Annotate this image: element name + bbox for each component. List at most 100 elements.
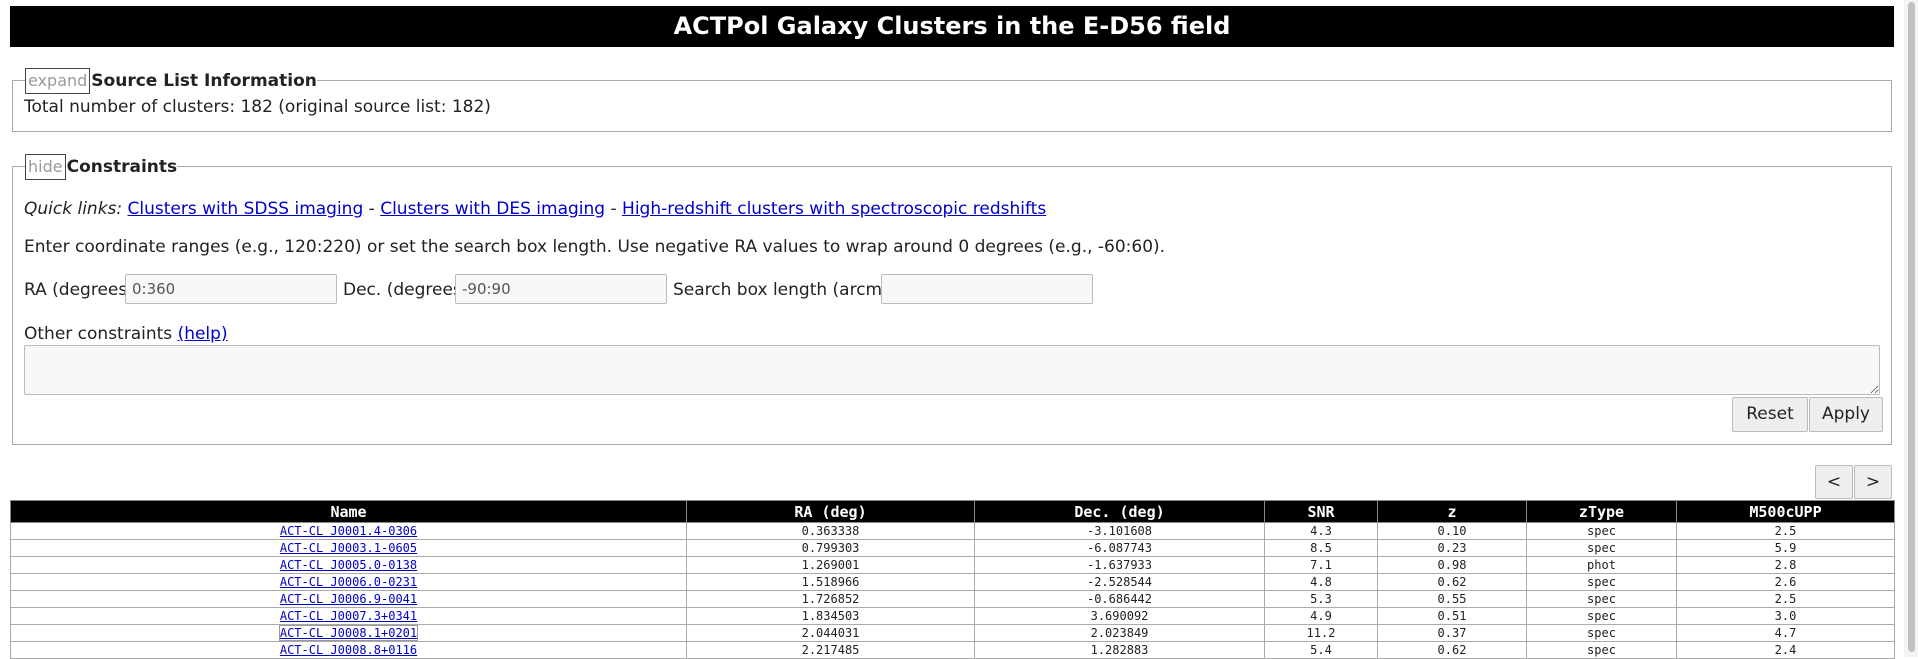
cell-ra: 1.834503: [686, 607, 975, 625]
other-constraints-row: Other constraints (help): [24, 324, 228, 344]
prev-page-button[interactable]: <: [1815, 465, 1853, 499]
cell-ztype: phot: [1526, 556, 1677, 574]
cell-ztype: spec: [1526, 573, 1677, 591]
cell-m500cupp: 2.6: [1676, 573, 1895, 591]
cluster-link[interactable]: ACT-CL J0005.0-0138: [279, 558, 418, 572]
cell-ra: 2.217485: [686, 641, 975, 659]
cell-dec: -0.686442: [974, 590, 1265, 608]
cell-ztype: spec: [1526, 624, 1677, 642]
cluster-link[interactable]: ACT-CL J0006.0-0231: [279, 575, 418, 589]
table-header-row: Name RA (deg) Dec. (deg) SNR z zType M50…: [10, 500, 1895, 523]
coordinate-instructions: Enter coordinate ranges (e.g., 120:220) …: [24, 237, 1166, 257]
constraints-heading: Constraints: [66, 157, 178, 177]
vertical-scrollbar[interactable]: [1904, 0, 1918, 657]
expand-button[interactable]: expand: [25, 68, 91, 94]
column-header-dec[interactable]: Dec. (deg): [974, 500, 1265, 523]
cell-name: ACT-CL J0003.1-0605: [10, 539, 687, 557]
quick-links: Quick links: Clusters with SDSS imaging …: [24, 199, 1046, 219]
cell-z: 0.55: [1377, 590, 1527, 608]
source-list-info-panel: expand Source List Information Total num…: [12, 68, 1892, 132]
cell-m500cupp: 2.5: [1676, 522, 1895, 540]
help-link[interactable]: (help): [177, 324, 228, 344]
cell-snr: 4.9: [1264, 607, 1378, 625]
cell-ra: 1.269001: [686, 556, 975, 574]
apply-button[interactable]: Apply: [1809, 397, 1883, 432]
table-row: ACT-CL J0007.3+0341 1.834503 3.690092 4.…: [10, 607, 1895, 625]
cell-snr: 11.2: [1264, 624, 1378, 642]
cell-snr: 4.8: [1264, 573, 1378, 591]
column-header-z[interactable]: z: [1377, 500, 1527, 523]
cell-z: 0.10: [1377, 522, 1527, 540]
column-header-ztype[interactable]: zType: [1526, 500, 1677, 523]
cell-name: ACT-CL J0007.3+0341: [10, 607, 687, 625]
cell-dec: -1.637933: [974, 556, 1265, 574]
cell-dec: -2.528544: [974, 573, 1265, 591]
link-separator: -: [605, 199, 623, 219]
cluster-link[interactable]: ACT-CL J0008.1+0201: [278, 625, 419, 641]
cell-z: 0.62: [1377, 573, 1527, 591]
cell-ra: 0.363338: [686, 522, 975, 540]
cell-ztype: spec: [1526, 522, 1677, 540]
next-page-button[interactable]: >: [1854, 465, 1892, 499]
high-redshift-link[interactable]: High-redshift clusters with spectroscopi…: [622, 199, 1047, 219]
cell-ra: 1.726852: [686, 590, 975, 608]
other-constraints-textarea[interactable]: [24, 345, 1880, 395]
cluster-link[interactable]: ACT-CL J0007.3+0341: [279, 609, 418, 623]
scrollbar-thumb[interactable]: [1908, 2, 1915, 652]
cell-z: 0.37: [1377, 624, 1527, 642]
cell-m500cupp: 2.8: [1676, 556, 1895, 574]
sdss-imaging-link[interactable]: Clusters with SDSS imaging: [127, 199, 364, 219]
cell-name: ACT-CL J0001.4-0306: [10, 522, 687, 540]
cell-name: ACT-CL J0006.0-0231: [10, 573, 687, 591]
cell-name: ACT-CL J0008.8+0116: [10, 641, 687, 659]
cell-dec: -6.087743: [974, 539, 1265, 557]
cell-snr: 8.5: [1264, 539, 1378, 557]
column-header-name[interactable]: Name: [10, 500, 687, 523]
cell-snr: 5.3: [1264, 590, 1378, 608]
page-title: ACTPol Galaxy Clusters in the E-D56 fiel…: [10, 6, 1894, 47]
cell-name: ACT-CL J0006.9-0041: [10, 590, 687, 608]
table-row: ACT-CL J0006.0-0231 1.518966 -2.528544 4…: [10, 573, 1895, 591]
des-imaging-link[interactable]: Clusters with DES imaging: [380, 199, 606, 219]
ra-label: RA (degrees): [24, 280, 134, 300]
hide-button[interactable]: hide: [25, 154, 66, 180]
cell-ztype: spec: [1526, 607, 1677, 625]
table-row: ACT-CL J0005.0-0138 1.269001 -1.637933 7…: [10, 556, 1895, 574]
cluster-link[interactable]: ACT-CL J0006.9-0041: [279, 592, 418, 606]
source-list-legend: expand Source List Information: [25, 68, 317, 94]
reset-button[interactable]: Reset: [1732, 397, 1808, 432]
link-separator: -: [363, 199, 381, 219]
cell-m500cupp: 5.9: [1676, 539, 1895, 557]
column-header-snr[interactable]: SNR: [1264, 500, 1378, 523]
constraints-panel: hide Constraints Quick links: Clusters w…: [12, 154, 1892, 445]
table-row: ACT-CL J0003.1-0605 0.799303 -6.087743 8…: [10, 539, 1895, 557]
cell-ra: 2.044031: [686, 624, 975, 642]
table-row: ACT-CL J0006.9-0041 1.726852 -0.686442 5…: [10, 590, 1895, 608]
cell-dec: -3.101608: [974, 522, 1265, 540]
cell-m500cupp: 4.7: [1676, 624, 1895, 642]
cluster-link[interactable]: ACT-CL J0003.1-0605: [279, 541, 418, 555]
ra-input[interactable]: [125, 274, 337, 304]
cell-snr: 4.3: [1264, 522, 1378, 540]
cell-z: 0.62: [1377, 641, 1527, 659]
cell-ztype: spec: [1526, 590, 1677, 608]
cluster-count-summary: Total number of clusters: 182 (original …: [24, 97, 491, 117]
clusters-table: Name RA (deg) Dec. (deg) SNR z zType M50…: [10, 500, 1895, 659]
column-header-m500cupp[interactable]: M500cUPP: [1676, 500, 1895, 523]
cell-z: 0.23: [1377, 539, 1527, 557]
other-constraints-label: Other constraints: [24, 324, 173, 344]
search-box-input[interactable]: [881, 274, 1093, 304]
cell-ra: 0.799303: [686, 539, 975, 557]
dec-input[interactable]: [455, 274, 667, 304]
table-row: ACT-CL J0008.8+0116 2.217485 1.282883 5.…: [10, 641, 1895, 659]
cell-z: 0.98: [1377, 556, 1527, 574]
table-row: ACT-CL J0001.4-0306 0.363338 -3.101608 4…: [10, 522, 1895, 540]
cell-dec: 2.023849: [974, 624, 1265, 642]
cluster-link[interactable]: ACT-CL J0008.8+0116: [279, 643, 418, 657]
source-list-heading: Source List Information: [91, 71, 317, 91]
cell-m500cupp: 2.4: [1676, 641, 1895, 659]
column-header-ra[interactable]: RA (deg): [686, 500, 975, 523]
cell-m500cupp: 2.5: [1676, 590, 1895, 608]
cell-dec: 1.282883: [974, 641, 1265, 659]
cluster-link[interactable]: ACT-CL J0001.4-0306: [279, 524, 418, 538]
